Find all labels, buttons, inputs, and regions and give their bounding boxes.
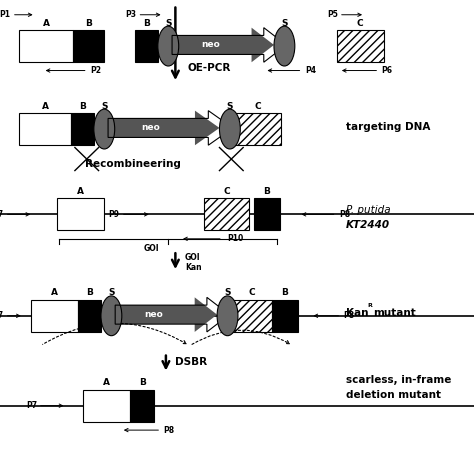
- Text: P10: P10: [228, 234, 244, 243]
- Text: mutant: mutant: [373, 308, 416, 319]
- Bar: [73, 30, 104, 62]
- Bar: [19, 113, 71, 145]
- Text: S: S: [165, 18, 172, 28]
- Ellipse shape: [94, 109, 115, 149]
- Text: P1: P1: [0, 10, 10, 19]
- Text: Kan: Kan: [185, 263, 201, 272]
- Bar: [19, 30, 73, 62]
- Text: P7: P7: [26, 401, 37, 410]
- Bar: [234, 113, 281, 145]
- Text: P8: P8: [339, 210, 350, 219]
- Ellipse shape: [217, 296, 238, 336]
- Polygon shape: [252, 28, 274, 62]
- Text: Recombineering: Recombineering: [85, 159, 181, 169]
- Text: B: B: [281, 288, 288, 297]
- Ellipse shape: [219, 109, 240, 149]
- Text: GOI: GOI: [185, 253, 201, 262]
- Text: S: S: [101, 101, 108, 111]
- Text: C: C: [248, 288, 255, 297]
- Text: B: B: [85, 18, 92, 28]
- Bar: [78, 300, 101, 332]
- Text: S: S: [224, 288, 231, 297]
- Text: C: C: [254, 101, 261, 111]
- Text: P3: P3: [126, 10, 137, 19]
- Polygon shape: [195, 297, 217, 332]
- Text: R: R: [368, 303, 373, 308]
- Text: A: A: [51, 288, 58, 297]
- Text: OE-PCR: OE-PCR: [187, 63, 231, 73]
- Text: A: A: [77, 187, 84, 196]
- Text: B: B: [79, 101, 86, 111]
- Text: P5: P5: [327, 10, 338, 19]
- Bar: [57, 198, 104, 230]
- Text: P2: P2: [90, 66, 101, 75]
- Bar: [31, 300, 78, 332]
- Text: targeting DNA: targeting DNA: [346, 122, 430, 132]
- Bar: [231, 300, 272, 332]
- Text: S: S: [227, 101, 233, 111]
- Text: B: B: [263, 187, 270, 196]
- Text: DSBR: DSBR: [175, 357, 208, 367]
- Text: B: B: [86, 288, 93, 297]
- Text: deletion mutant: deletion mutant: [346, 390, 441, 400]
- Text: P6: P6: [382, 66, 392, 75]
- Text: S: S: [108, 288, 115, 297]
- Text: KT2440: KT2440: [346, 219, 390, 230]
- Bar: [108, 118, 195, 137]
- Ellipse shape: [101, 296, 122, 336]
- Ellipse shape: [158, 26, 179, 66]
- Text: C: C: [223, 187, 229, 196]
- Text: P. putida: P. putida: [346, 205, 391, 215]
- Bar: [272, 300, 298, 332]
- Bar: [135, 30, 158, 62]
- Text: neo: neo: [141, 124, 160, 132]
- Ellipse shape: [274, 26, 295, 66]
- Text: P7: P7: [0, 210, 4, 219]
- Text: P4: P4: [305, 66, 316, 75]
- Polygon shape: [195, 111, 219, 145]
- Bar: [172, 35, 252, 54]
- Bar: [254, 198, 280, 230]
- Bar: [83, 390, 130, 422]
- Text: B: B: [143, 18, 150, 28]
- Text: scarless, in-frame: scarless, in-frame: [346, 375, 451, 385]
- Text: C: C: [357, 18, 364, 28]
- Text: neo: neo: [201, 41, 220, 49]
- Bar: [204, 198, 249, 230]
- Bar: [337, 30, 384, 62]
- Text: A: A: [103, 378, 110, 387]
- Text: GOI: GOI: [143, 244, 159, 254]
- Bar: [130, 390, 154, 422]
- Text: A: A: [43, 18, 50, 28]
- Text: Kan: Kan: [346, 308, 368, 319]
- Text: P8: P8: [164, 426, 174, 435]
- Bar: [71, 113, 94, 145]
- Text: P7: P7: [0, 311, 4, 320]
- Bar: [115, 305, 195, 324]
- Text: neo: neo: [145, 310, 163, 319]
- Text: B: B: [139, 378, 146, 387]
- Text: P9: P9: [109, 210, 119, 219]
- Text: S: S: [281, 18, 288, 28]
- Text: P8: P8: [344, 311, 355, 320]
- Text: A: A: [42, 101, 48, 111]
